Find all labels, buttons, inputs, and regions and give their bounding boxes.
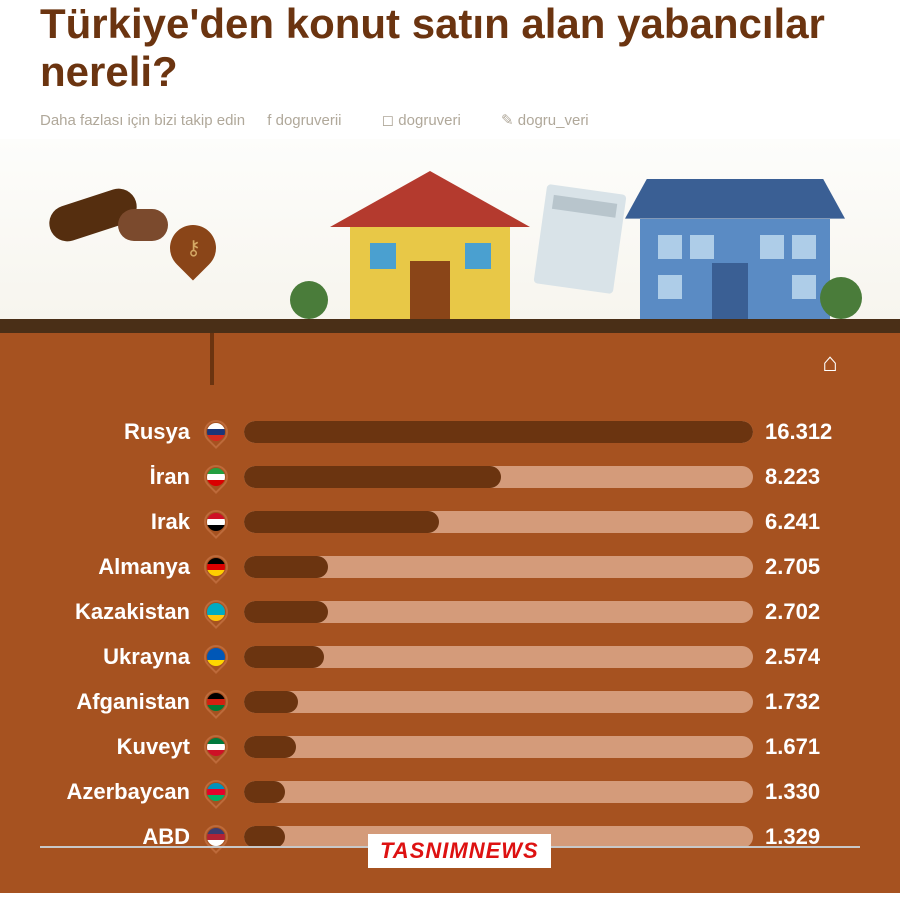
bar-track [244,466,753,488]
country-label: Kazakistan [40,599,200,625]
flag-pin-icon [200,420,232,444]
bar-row: Rusya 16.312 [40,413,860,451]
bar-fill [244,601,328,623]
title: Türkiye'den konut satın alan yabancılar … [40,0,860,97]
country-label: İran [40,464,200,490]
country-label: Azerbaycan [40,779,200,805]
bar-track [244,781,753,803]
twitter-handle: ✎ dogru_veri [501,112,607,129]
bar-row: Irak 6.241 [40,503,860,541]
flag-pin-icon [200,555,232,579]
header: Türkiye'den konut satın alan yabancılar … [0,0,900,139]
value-label: 2.702 [765,599,860,625]
hand-icon [118,209,168,241]
bar-track [244,736,753,758]
house-blue-icon [630,169,840,319]
bar-row: Kazakistan 2.702 [40,593,860,631]
country-label: Kuveyt [40,734,200,760]
contract-icon [533,184,626,294]
value-label: 1.671 [765,734,860,760]
value-label: 2.574 [765,644,860,670]
subtitle-line: Daha fazlası için bizi takip edin f dogr… [40,111,860,129]
value-label: 1.732 [765,689,860,715]
hand-hero [48,197,188,257]
bar-fill [244,421,753,443]
flag-pin-icon [200,645,232,669]
country-label: Rusya [40,419,200,445]
flag-pin-icon [200,780,232,804]
bar-row: Azerbaycan 1.330 [40,773,860,811]
bar-fill [244,736,296,758]
bar-track [244,511,753,533]
bar-row: Almanya 2.705 [40,548,860,586]
bar-track [244,646,753,668]
subtitle-text: Daha fazlası için bizi takip edin [40,112,245,129]
bar-track [244,556,753,578]
bar-fill [244,511,439,533]
value-label: 16.312 [765,419,860,445]
bar-track [244,601,753,623]
country-label: Afganistan [40,689,200,715]
bar-row: İran 8.223 [40,458,860,496]
bar-fill [244,826,285,848]
flag-pin-icon [200,510,232,534]
flag-pin-icon [200,690,232,714]
facebook-handle: f dogruverii [267,112,359,129]
bar-fill [244,691,298,713]
bar-rows: Rusya 16.312 İran 8.223 Irak 6.241 Almanya 2.70… [40,413,860,856]
bush-icon [290,281,328,319]
value-label: 2.705 [765,554,860,580]
chart-panel: ⌂ Rusya 16.312 İran 8.223 Irak 6.241 Almanya 2.… [0,333,900,893]
value-label: 8.223 [765,464,860,490]
flag-pin-icon [200,465,232,489]
bar-track [244,691,753,713]
bush-icon [820,277,862,319]
country-label: Almanya [40,554,200,580]
flag-pin-icon [200,735,232,759]
flag-pin-icon [200,600,232,624]
bar-fill [244,466,501,488]
infographic-container: Türkiye'den konut satın alan yabancılar … [0,0,900,900]
value-label: 1.330 [765,779,860,805]
bar-fill [244,781,285,803]
instagram-handle: ◻ dogruveri [382,112,479,129]
flag-pin-icon [200,825,232,849]
bar-row: Afganistan 1.732 [40,683,860,721]
pin-stem [210,333,214,385]
watermark: TASNIMNEWS [368,834,551,868]
bar-row: Kuveyt 1.671 [40,728,860,766]
hero-illustration: ⚷ [0,139,900,319]
country-label: Ukrayna [40,644,200,670]
bar-track [244,421,753,443]
bar-row: Ukrayna 2.574 [40,638,860,676]
key-icon: ⚷ [186,235,201,260]
house-column-icon: ⌂ [822,347,838,378]
country-label: Irak [40,509,200,535]
house-yellow-icon [330,179,530,319]
bar-fill [244,646,324,668]
ground-strip [0,319,900,333]
bar-fill [244,556,328,578]
value-label: 6.241 [765,509,860,535]
